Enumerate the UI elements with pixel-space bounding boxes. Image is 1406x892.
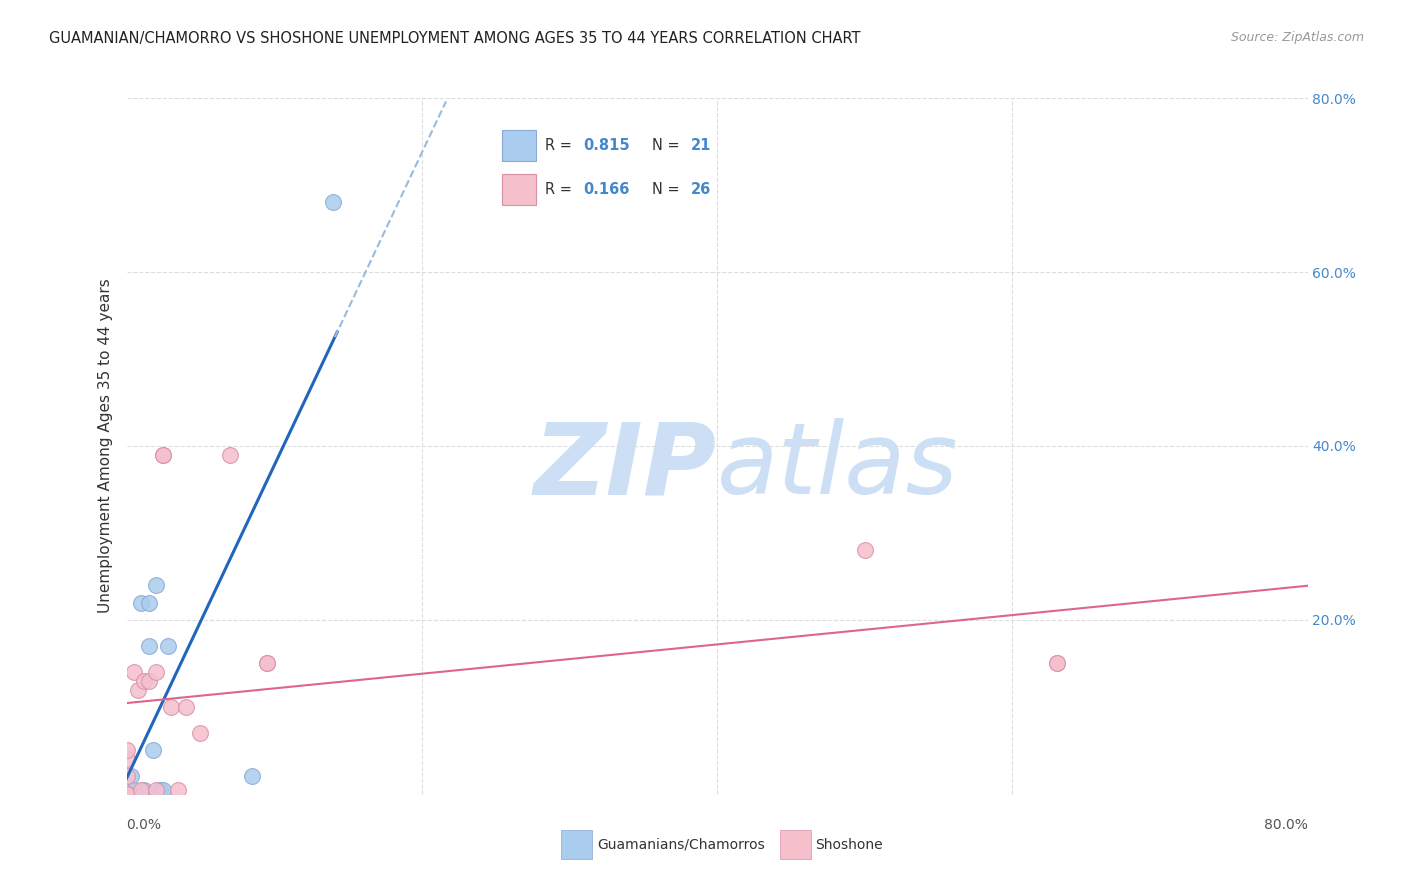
Text: GUAMANIAN/CHAMORRO VS SHOSHONE UNEMPLOYMENT AMONG AGES 35 TO 44 YEARS CORRELATIO: GUAMANIAN/CHAMORRO VS SHOSHONE UNEMPLOYM… — [49, 31, 860, 46]
Text: Shoshone: Shoshone — [815, 838, 883, 852]
Point — [174, 699, 197, 714]
Point — [138, 596, 160, 610]
Point — [115, 752, 138, 766]
Point — [145, 665, 167, 680]
Point — [152, 448, 174, 462]
Point — [188, 726, 211, 740]
Point — [134, 782, 156, 797]
Point — [1045, 657, 1069, 671]
Point — [115, 787, 138, 801]
Point — [256, 657, 278, 671]
Point — [115, 787, 138, 801]
Point — [115, 787, 138, 801]
Point — [240, 769, 263, 784]
Point — [322, 195, 344, 210]
Point — [120, 769, 142, 784]
Point — [115, 787, 138, 801]
Point — [134, 673, 156, 688]
Point — [167, 782, 190, 797]
Point — [115, 787, 138, 801]
Point — [142, 743, 165, 757]
Point — [219, 448, 242, 462]
Y-axis label: Unemployment Among Ages 35 to 44 years: Unemployment Among Ages 35 to 44 years — [98, 278, 114, 614]
Point — [115, 769, 138, 784]
Text: Guamanians/Chamorros: Guamanians/Chamorros — [598, 838, 765, 852]
Point — [122, 665, 145, 680]
Text: 0.0%: 0.0% — [127, 818, 162, 832]
Text: ZIP: ZIP — [534, 418, 717, 516]
Point — [145, 782, 167, 797]
Point — [115, 787, 138, 801]
Point — [129, 782, 153, 797]
Point — [115, 787, 138, 801]
Point — [853, 543, 876, 558]
Text: Source: ZipAtlas.com: Source: ZipAtlas.com — [1230, 31, 1364, 45]
Point — [149, 782, 172, 797]
Point — [156, 639, 179, 653]
Point — [115, 787, 138, 801]
Point — [138, 673, 160, 688]
Point — [152, 448, 174, 462]
Text: atlas: atlas — [717, 418, 959, 516]
Point — [1045, 657, 1069, 671]
Point — [152, 782, 174, 797]
Point — [145, 578, 167, 592]
Point — [115, 787, 138, 801]
Point — [115, 787, 138, 801]
Point — [129, 596, 153, 610]
Point — [138, 639, 160, 653]
Point — [115, 743, 138, 757]
Point — [256, 657, 278, 671]
Point — [115, 787, 138, 801]
Point — [159, 699, 183, 714]
Point — [115, 787, 138, 801]
Point — [122, 782, 145, 797]
Text: 80.0%: 80.0% — [1264, 818, 1308, 832]
Point — [127, 682, 149, 697]
